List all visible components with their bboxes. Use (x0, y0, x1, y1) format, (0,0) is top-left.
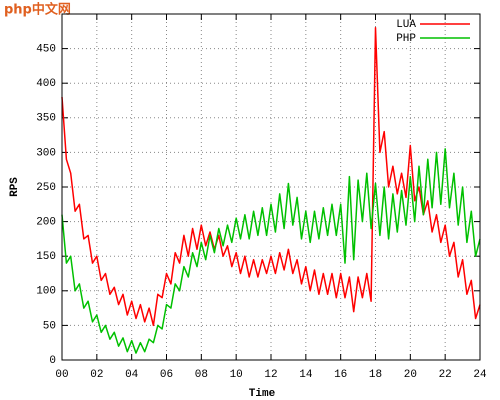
series-line (61, 148, 481, 354)
x-tick-label: 18 (369, 369, 382, 381)
x-tick-label: 08 (195, 369, 208, 381)
y-tick-label: 350 (36, 113, 56, 125)
y-tick-label: 400 (36, 78, 56, 90)
y-tick-label: 200 (36, 217, 56, 229)
watermark: php中文网 (4, 2, 71, 18)
legend-label: PHP (396, 33, 416, 45)
x-tick-label: 20 (404, 369, 417, 381)
x-axis-label: Time (249, 388, 276, 400)
y-tick-label: 50 (43, 320, 56, 332)
x-tick-label: 12 (264, 369, 277, 381)
y-tick-label: 100 (36, 286, 56, 298)
y-tick-label: 300 (36, 147, 56, 159)
y-tick-label: 250 (36, 182, 56, 194)
x-tick-label: 22 (439, 369, 452, 381)
x-tick-label: 02 (90, 369, 103, 381)
y-tick-label: 0 (49, 355, 56, 367)
x-tick-label: 06 (160, 369, 173, 381)
series-line (61, 27, 481, 327)
legend-label: LUA (396, 19, 416, 31)
x-tick-label: 24 (473, 369, 487, 381)
x-tick-label: 00 (55, 369, 68, 381)
x-tick-label: 16 (334, 369, 347, 381)
y-tick-label: 450 (36, 44, 56, 56)
y-tick-label: 150 (36, 251, 56, 263)
x-tick-label: 14 (299, 369, 313, 381)
y-axis-label: RPS (9, 177, 21, 197)
x-tick-label: 10 (230, 369, 243, 381)
plot-border (61, 13, 481, 361)
x-tick-label: 04 (125, 369, 139, 381)
